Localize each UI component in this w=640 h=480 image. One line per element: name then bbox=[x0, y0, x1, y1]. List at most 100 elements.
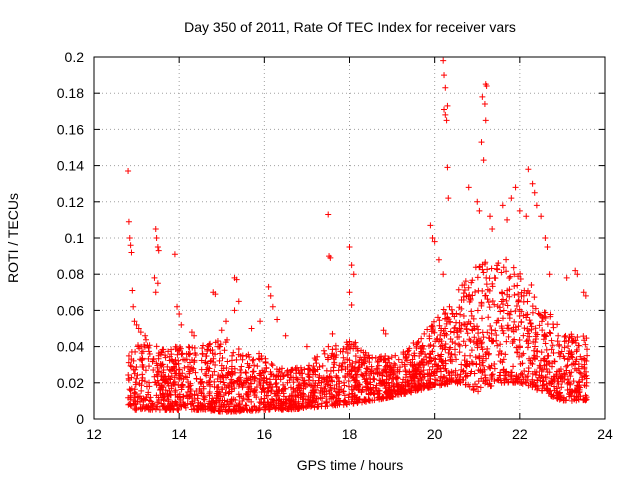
data-point bbox=[464, 360, 471, 367]
data-point bbox=[543, 380, 550, 387]
data-point bbox=[235, 345, 242, 352]
data-point bbox=[530, 347, 537, 354]
data-point bbox=[447, 328, 454, 335]
data-point bbox=[562, 371, 569, 378]
data-point bbox=[515, 323, 522, 330]
data-point bbox=[284, 369, 291, 376]
data-point bbox=[191, 345, 198, 352]
data-point bbox=[164, 380, 171, 387]
data-point bbox=[524, 337, 531, 344]
data-point bbox=[524, 311, 531, 318]
data-point bbox=[566, 386, 573, 393]
data-point bbox=[350, 373, 357, 380]
data-point bbox=[186, 359, 193, 366]
data-point bbox=[572, 361, 579, 368]
data-point bbox=[579, 376, 586, 383]
data-point bbox=[518, 370, 525, 377]
data-point bbox=[346, 289, 353, 296]
data-point bbox=[427, 342, 434, 349]
data-point bbox=[571, 396, 578, 403]
data-point bbox=[303, 343, 310, 350]
x-axis-label: GPS time / hours bbox=[297, 457, 404, 473]
data-point bbox=[546, 271, 553, 278]
data-point bbox=[383, 376, 390, 383]
data-point bbox=[435, 256, 442, 263]
data-point bbox=[489, 283, 496, 290]
data-point bbox=[251, 404, 258, 411]
y-tick-label: 0.14 bbox=[57, 158, 84, 174]
data-point bbox=[418, 335, 425, 342]
data-point bbox=[487, 323, 494, 330]
y-tick-label: 0.08 bbox=[57, 266, 84, 282]
data-point bbox=[426, 350, 433, 357]
data-point bbox=[212, 339, 219, 346]
data-point bbox=[146, 350, 153, 357]
data-point bbox=[438, 358, 445, 365]
data-point bbox=[153, 343, 160, 350]
data-point bbox=[320, 347, 327, 354]
data-point bbox=[142, 367, 149, 374]
data-point bbox=[132, 348, 139, 355]
data-point bbox=[149, 406, 156, 413]
data-point bbox=[516, 344, 523, 351]
data-point bbox=[222, 339, 229, 346]
data-point bbox=[183, 392, 190, 399]
data-point bbox=[229, 379, 236, 386]
data-point bbox=[333, 346, 340, 353]
data-point bbox=[374, 365, 381, 372]
data-point bbox=[340, 379, 347, 386]
data-point bbox=[489, 371, 496, 378]
data-point bbox=[569, 351, 576, 357]
data-point bbox=[506, 311, 513, 318]
data-point bbox=[308, 403, 315, 410]
data-point bbox=[492, 327, 499, 334]
data-point bbox=[500, 307, 507, 314]
data-point bbox=[145, 344, 152, 351]
data-point bbox=[414, 387, 421, 394]
data-point bbox=[468, 312, 475, 319]
data-point bbox=[333, 374, 340, 381]
data-point bbox=[334, 389, 341, 396]
data-point bbox=[474, 342, 481, 349]
data-point bbox=[420, 356, 427, 363]
data-point bbox=[383, 388, 390, 395]
x-tick-label: 22 bbox=[512, 426, 528, 442]
data-point bbox=[572, 267, 579, 274]
data-point bbox=[156, 406, 163, 413]
data-point bbox=[460, 338, 467, 345]
data-point bbox=[567, 351, 574, 358]
data-point bbox=[187, 380, 194, 387]
data-point bbox=[244, 391, 251, 398]
data-point bbox=[391, 360, 398, 367]
data-point bbox=[505, 371, 512, 378]
data-point bbox=[154, 280, 161, 287]
data-point bbox=[558, 384, 565, 391]
data-point bbox=[572, 337, 579, 344]
data-point bbox=[325, 377, 332, 384]
data-point bbox=[161, 397, 168, 404]
data-point bbox=[511, 271, 518, 278]
data-point bbox=[229, 352, 236, 359]
data-point bbox=[536, 311, 543, 318]
data-point bbox=[304, 371, 311, 378]
data-point bbox=[256, 405, 263, 412]
data-point bbox=[444, 102, 451, 109]
data-point bbox=[214, 376, 221, 383]
data-point bbox=[202, 359, 209, 366]
data-point bbox=[145, 404, 152, 411]
data-point bbox=[500, 356, 507, 363]
data-point bbox=[452, 372, 459, 379]
data-point bbox=[574, 271, 581, 278]
data-point bbox=[480, 362, 487, 369]
data-point bbox=[191, 391, 198, 398]
data-point bbox=[375, 358, 382, 365]
data-point bbox=[240, 406, 247, 413]
data-point bbox=[490, 337, 497, 344]
data-point bbox=[399, 359, 406, 366]
data-point bbox=[372, 354, 379, 361]
data-point bbox=[130, 397, 137, 404]
data-point bbox=[155, 247, 162, 254]
data-point bbox=[133, 363, 140, 370]
data-point bbox=[129, 287, 136, 294]
data-point bbox=[538, 387, 545, 394]
